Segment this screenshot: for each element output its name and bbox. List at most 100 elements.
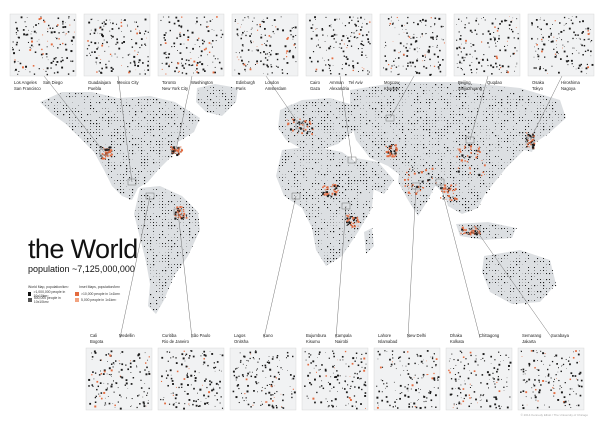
population-dot <box>420 204 422 206</box>
inset-dot <box>218 61 221 64</box>
hotspot-dot <box>177 211 180 214</box>
inset-dot <box>133 60 136 63</box>
inset-dot <box>185 47 188 49</box>
population-dot <box>426 129 428 131</box>
inset-dot <box>430 36 432 39</box>
population-dot <box>450 162 452 164</box>
population-dot <box>360 117 361 118</box>
population-dot <box>72 126 74 128</box>
inset-dot <box>40 16 42 18</box>
population-dot <box>150 294 152 296</box>
population-dot <box>171 210 173 212</box>
population-dot <box>333 129 334 130</box>
population-dot <box>321 219 322 220</box>
inset-dot <box>348 64 350 67</box>
population-dot <box>108 120 110 122</box>
hotspot-dot <box>526 138 528 141</box>
population-dot <box>141 162 143 164</box>
inset-dot <box>328 25 331 27</box>
population-dot <box>96 147 97 148</box>
population-dot <box>309 126 310 127</box>
inset-dot <box>249 68 252 71</box>
inset-dot <box>463 59 465 62</box>
population-dot <box>180 135 181 136</box>
population-dot <box>528 273 529 274</box>
inset-dot <box>234 19 237 21</box>
inset-dot <box>129 53 131 55</box>
population-dot <box>507 276 508 277</box>
population-dot <box>426 198 427 199</box>
population-dot <box>153 129 155 131</box>
population-dot <box>507 267 508 268</box>
inset-dot <box>429 58 431 61</box>
inset-dot <box>476 33 478 35</box>
population-dot <box>396 165 397 166</box>
population-dot <box>141 201 143 203</box>
population-dot <box>165 138 166 139</box>
population-dot <box>213 90 214 91</box>
inset-dot <box>244 68 246 71</box>
population-dot <box>291 186 292 187</box>
population-dot <box>114 135 116 137</box>
population-dot <box>381 192 382 193</box>
population-dot <box>171 276 172 277</box>
population-dot <box>414 207 416 209</box>
hotspot-dot <box>323 193 326 196</box>
population-dot <box>366 201 367 202</box>
population-dot <box>168 234 169 235</box>
population-dot <box>144 240 145 241</box>
hotspot-dot <box>532 144 535 147</box>
inset-dot <box>577 67 580 69</box>
population-dot <box>468 138 469 139</box>
population-dot <box>504 273 505 274</box>
population-dot <box>465 150 466 151</box>
population-dot <box>393 144 394 145</box>
population-dot <box>510 147 511 148</box>
hotspot-dot <box>448 190 450 192</box>
population-dot <box>189 228 191 230</box>
population-dot <box>159 288 160 289</box>
population-dot <box>144 117 146 119</box>
inset-dot <box>17 30 19 32</box>
population-dot <box>156 114 158 116</box>
population-dot <box>306 171 307 172</box>
inset-dot <box>590 29 591 30</box>
population-dot <box>501 168 502 169</box>
population-dot <box>132 189 134 191</box>
inset-dot <box>99 33 101 35</box>
population-dot <box>96 120 97 121</box>
population-dot <box>474 132 476 134</box>
population-dot <box>498 150 499 151</box>
hotspot-dot <box>100 157 102 160</box>
hotspot-dot <box>347 223 349 226</box>
inset-dot <box>539 66 541 68</box>
inset-dot <box>47 28 49 30</box>
population-dot <box>492 96 493 97</box>
inset-dot <box>184 63 187 65</box>
population-dot <box>336 216 337 217</box>
hotspot-dot <box>308 121 311 123</box>
population-dot <box>90 126 91 127</box>
population-dot <box>303 159 305 161</box>
population-dot <box>489 150 491 152</box>
population-dot <box>177 201 178 202</box>
inset-dot <box>123 19 124 21</box>
population-dot <box>288 111 289 112</box>
population-dot <box>513 93 515 95</box>
population-dot <box>165 261 166 262</box>
inset-dot <box>476 17 478 19</box>
population-dot <box>333 153 335 155</box>
inset-dot <box>506 71 508 73</box>
population-dot <box>168 117 169 118</box>
population-dot <box>471 120 472 121</box>
inset-dot <box>86 54 88 57</box>
inset-dot <box>440 25 443 28</box>
population-dot <box>504 108 505 109</box>
population-dot <box>510 141 511 142</box>
inset-dot <box>537 48 540 50</box>
population-dot <box>231 105 232 106</box>
inset-dot <box>96 71 98 73</box>
population-dot <box>282 162 283 163</box>
inset-dot <box>442 25 444 27</box>
inset-dot <box>459 61 461 64</box>
